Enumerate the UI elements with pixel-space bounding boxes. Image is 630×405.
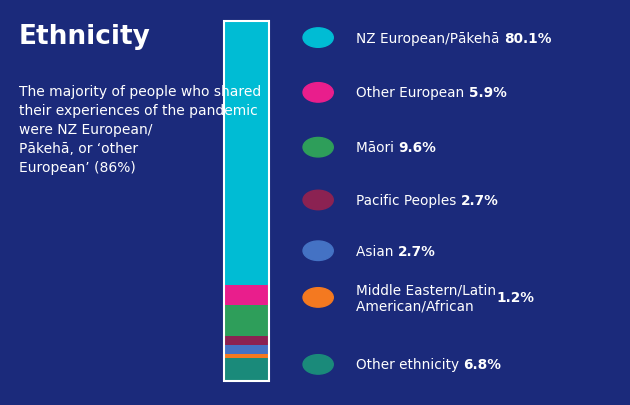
Circle shape	[303, 191, 333, 210]
Bar	[224, 305, 269, 337]
Text: Other ethnicity: Other ethnicity	[356, 358, 464, 371]
Circle shape	[303, 138, 333, 158]
Circle shape	[303, 288, 333, 307]
Text: 5.9%: 5.9%	[469, 86, 507, 100]
Bar	[224, 345, 269, 354]
Text: Other European: Other European	[356, 86, 469, 100]
Text: 80.1%: 80.1%	[504, 32, 551, 45]
Text: Ethnicity: Ethnicity	[19, 24, 151, 50]
Circle shape	[303, 241, 333, 261]
Text: Middle Eastern/Latin
American/African: Middle Eastern/Latin American/African	[356, 283, 496, 313]
Text: 9.6%: 9.6%	[398, 141, 436, 155]
Bar	[224, 22, 269, 286]
Bar	[224, 354, 269, 358]
Bar	[224, 337, 269, 345]
Text: The majority of people who shared
their experiences of the pandemic
were NZ Euro: The majority of people who shared their …	[19, 85, 261, 175]
Text: 2.7%: 2.7%	[461, 194, 498, 207]
Text: Māori: Māori	[356, 141, 398, 155]
Circle shape	[303, 83, 333, 103]
Text: NZ European/Pākehā: NZ European/Pākehā	[356, 32, 504, 45]
Circle shape	[303, 29, 333, 48]
Text: Asian: Asian	[356, 244, 398, 258]
Circle shape	[303, 355, 333, 374]
Bar	[224, 358, 269, 381]
Bar	[224, 22, 269, 381]
Bar	[224, 286, 269, 305]
Text: Pacific Peoples: Pacific Peoples	[356, 194, 461, 207]
Text: 6.8%: 6.8%	[464, 358, 501, 371]
Text: 1.2%: 1.2%	[496, 291, 534, 305]
Text: 2.7%: 2.7%	[398, 244, 435, 258]
